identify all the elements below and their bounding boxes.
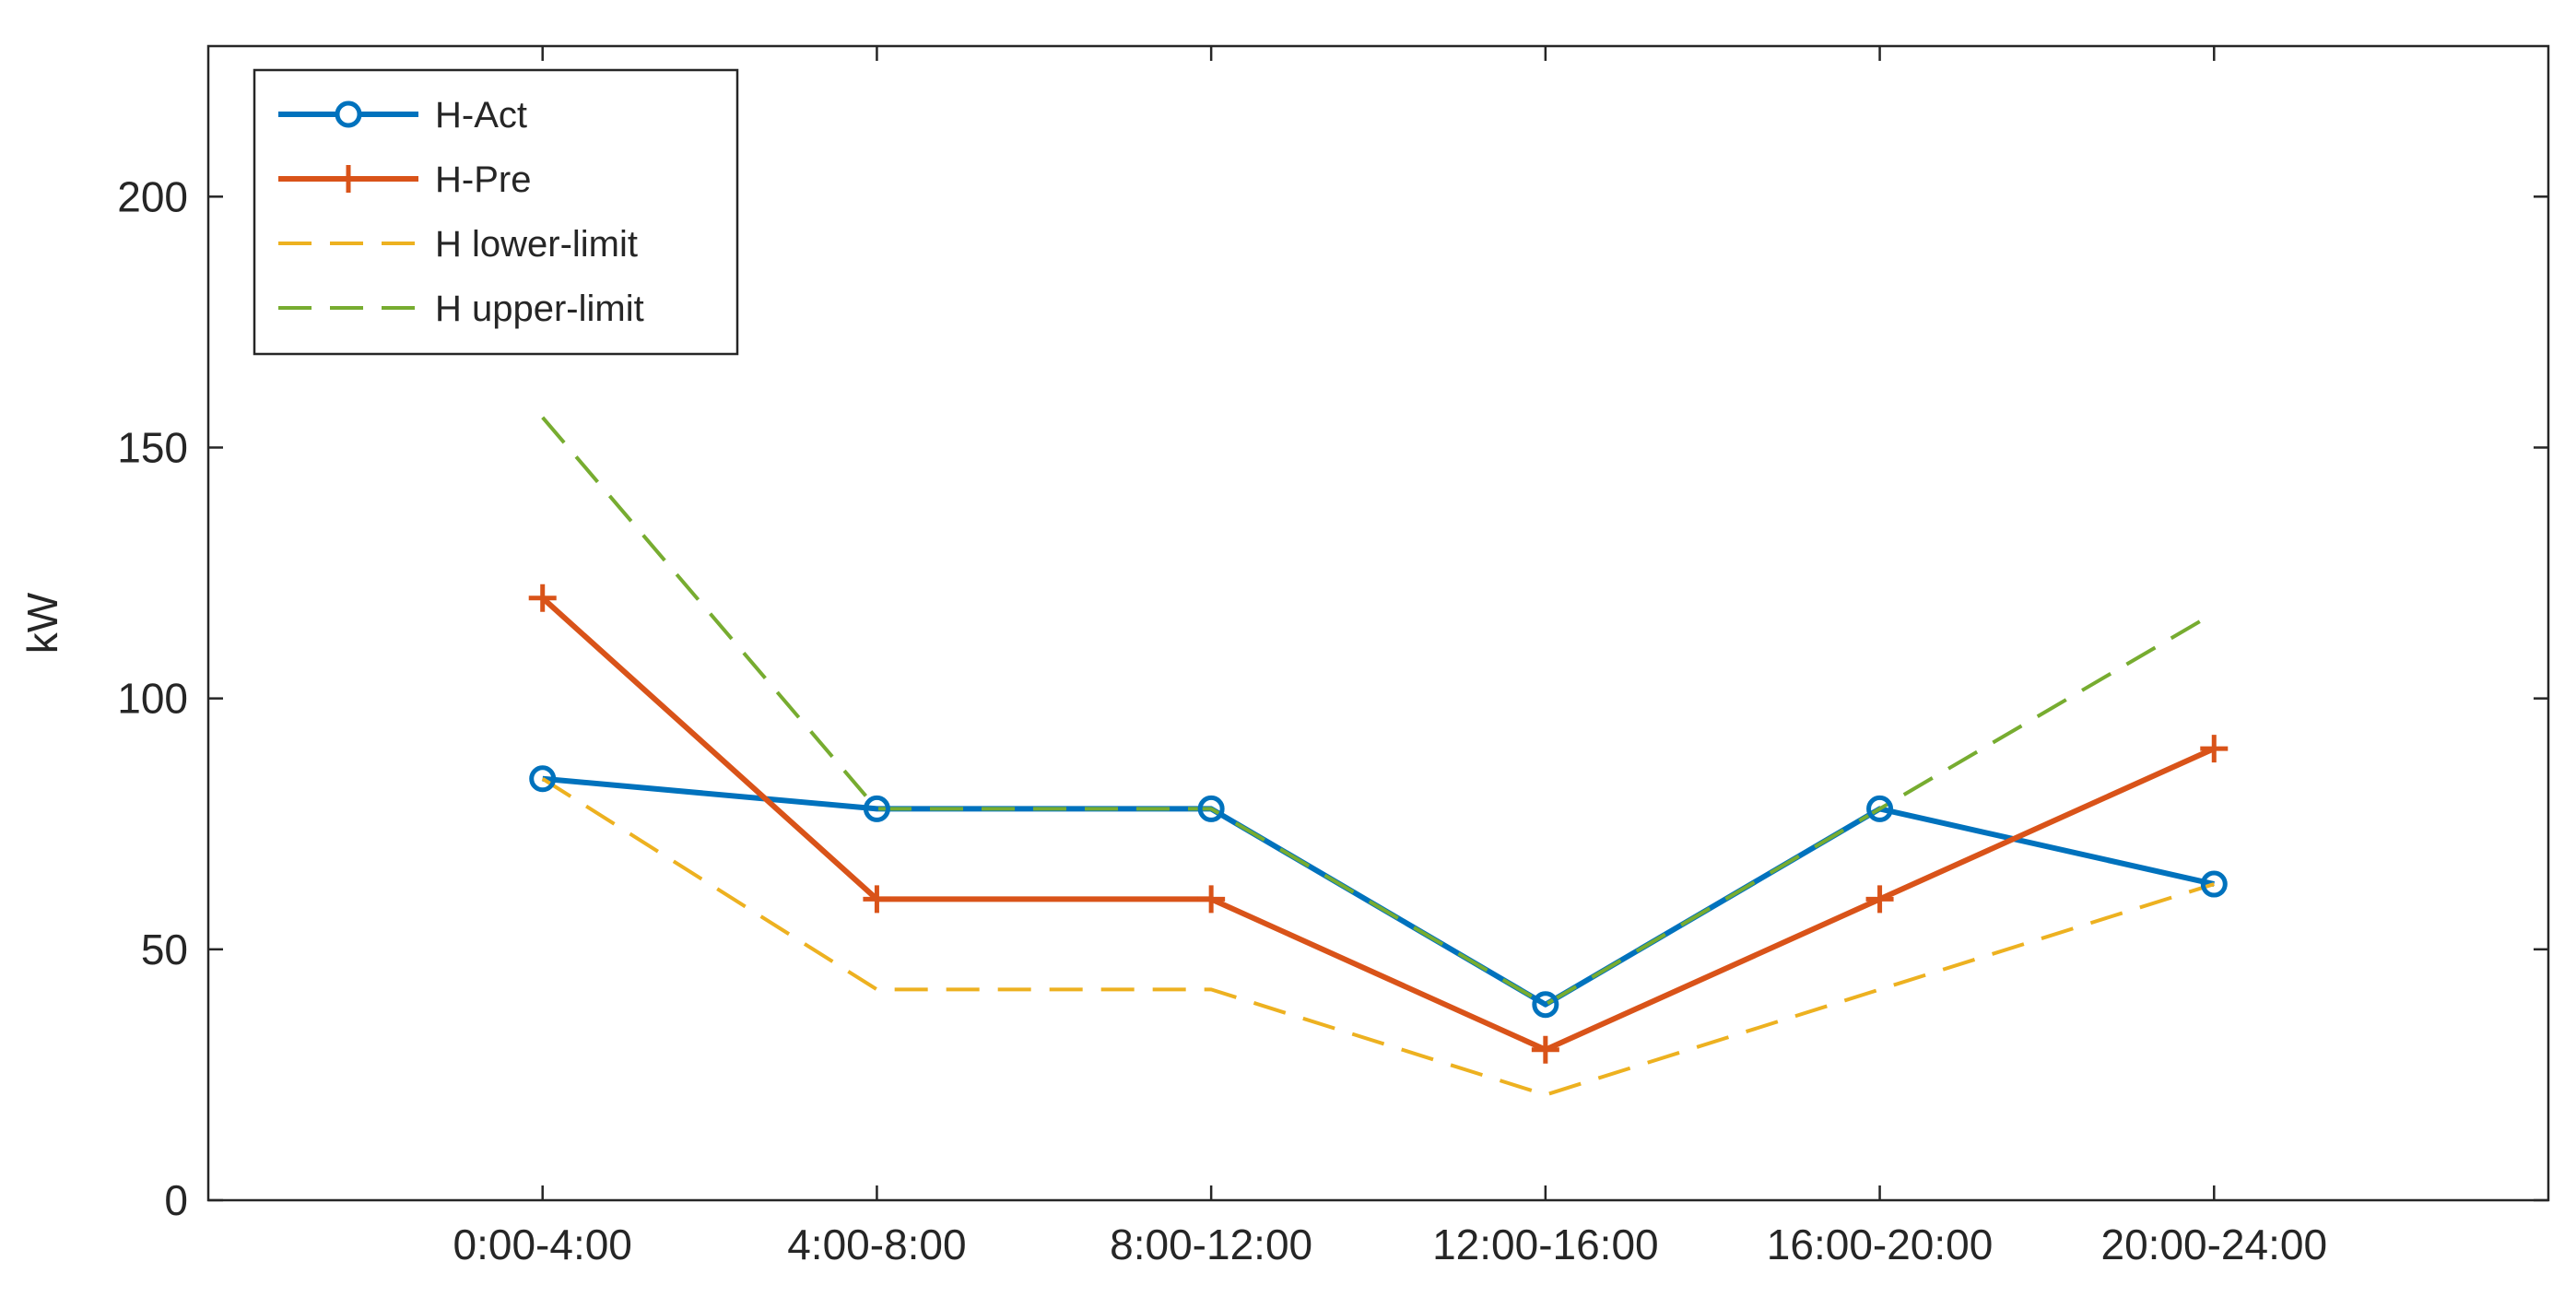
y-tick-label: 50 (141, 926, 188, 973)
legend-label-h-upper-limit: H upper-limit (435, 289, 644, 329)
plot-area-frame (206, 44, 2550, 1202)
point-h-pre (863, 885, 891, 914)
point-h-act (1866, 795, 1894, 822)
legend-label-h-act: H-Act (435, 95, 527, 136)
y-tick-label: 200 (117, 172, 188, 220)
point-h-pre (1865, 885, 1894, 914)
point-h-pre (1531, 1035, 1559, 1064)
series-line-h-act (542, 775, 2215, 1008)
x-tick-label: 8:00-12:00 (1110, 1221, 1312, 1268)
y-axis-label: kW (18, 592, 66, 654)
y-tick-label: 0 (164, 1176, 188, 1224)
series-line-h-lower-limit (541, 777, 2215, 1097)
y-tick-label: 100 (117, 675, 188, 723)
x-tick-label: 20:00-24:00 (2101, 1221, 2328, 1268)
point-h-pre (528, 584, 557, 612)
x-tick-label: 0:00-4:00 (453, 1221, 632, 1268)
point-h-act (863, 795, 890, 822)
legend-marker (335, 165, 362, 193)
x-tick-label: 12:00-16:00 (1432, 1221, 1659, 1268)
series-line-h-pre (540, 596, 2216, 1053)
series-line-h-upper-limit (541, 416, 2216, 1007)
point-h-act (529, 765, 557, 793)
point-h-pre (2200, 735, 2229, 763)
axis-ticks: 0 50 100 150 200 0:00-4:00 4:00-8:00 8:00-12:00… (117, 46, 2548, 1268)
point-h-pre (1197, 885, 1226, 914)
legend-marker (335, 100, 362, 128)
legend-label-h-pre: H-Pre (435, 159, 531, 200)
point-h-act (1197, 795, 1225, 822)
series-lines (540, 416, 2216, 1097)
point-h-act (2200, 870, 2228, 898)
x-tick-label: 16:00-20:00 (1767, 1221, 1994, 1268)
y-tick-label: 150 (117, 423, 188, 471)
legend-label-h-lower-limit: H lower-limit (435, 224, 638, 265)
series-markers (528, 584, 2229, 1064)
legend: H-Act H-Pre H lower-limit H upper-limit (253, 68, 739, 356)
point-h-act (1532, 991, 1559, 1019)
x-tick-label: 4:00-8:00 (787, 1221, 966, 1268)
